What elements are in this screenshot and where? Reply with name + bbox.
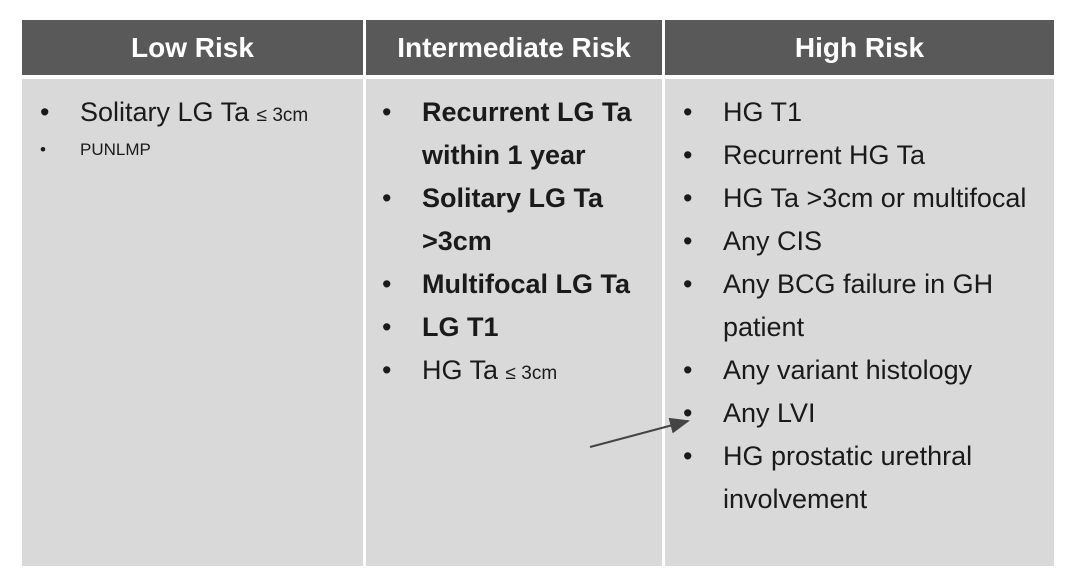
item-text: LG T1 xyxy=(422,312,499,342)
list-item: Recurrent LG Ta within 1 year xyxy=(382,91,662,177)
list-item: Multifocal LG Ta xyxy=(382,263,662,306)
item-list: HG T1 Recurrent HG Ta HG Ta >3cm or multif… xyxy=(683,91,1054,521)
item-text: Solitary LG Ta >3cm xyxy=(422,183,604,256)
item-text: Solitary LG Ta xyxy=(80,97,250,127)
item-text: Any BCG failure in GH patient xyxy=(723,269,994,342)
column-cell: Recurrent LG Ta within 1 year Solitary LG… xyxy=(366,79,662,566)
list-item: Recurrent HG Ta xyxy=(683,134,1054,177)
header-cell: Intermediate Risk xyxy=(366,20,662,75)
header-cell: High Risk xyxy=(665,20,1054,75)
item-text: HG T1 xyxy=(723,97,803,127)
list-item: Any variant histology xyxy=(683,349,1054,392)
column-cell: Solitary LG Ta ≤ 3cm PUNLMP xyxy=(22,79,363,566)
item-text: HG Ta xyxy=(422,355,499,385)
item-note: ≤ 3cm xyxy=(256,105,309,126)
list-item: Any LVI xyxy=(683,392,1054,435)
item-text: Recurrent HG Ta xyxy=(723,140,926,170)
column-cell: HG T1 Recurrent HG Ta HG Ta >3cm or multif… xyxy=(665,79,1054,566)
list-item: HG Ta >3cm or multifocal xyxy=(683,177,1054,220)
item-text: Multifocal LG Ta xyxy=(422,269,630,299)
item-text: Any variant histology xyxy=(723,355,973,385)
list-item: HG prostatic urethral involvement xyxy=(683,435,1054,521)
item-text: Any LVI xyxy=(723,398,816,428)
list-item: PUNLMP xyxy=(40,137,363,163)
list-item: Solitary LG Ta >3cm xyxy=(382,177,662,263)
list-item: Solitary LG Ta ≤ 3cm xyxy=(40,91,363,137)
item-note: ≤ 3cm xyxy=(505,363,558,384)
header-cell: Low Risk xyxy=(22,20,363,75)
list-item: HG Ta ≤ 3cm xyxy=(382,349,662,395)
item-list: Recurrent LG Ta within 1 year Solitary LG… xyxy=(382,91,662,395)
item-text: Recurrent LG Ta within 1 year xyxy=(422,97,632,170)
item-text: HG prostatic urethral involvement xyxy=(723,441,973,514)
list-item: HG T1 xyxy=(683,91,1054,134)
item-text: Any CIS xyxy=(723,226,823,256)
list-item: LG T1 xyxy=(382,306,662,349)
item-text: HG Ta >3cm or multifocal xyxy=(723,183,1027,213)
item-text: PUNLMP xyxy=(80,140,151,159)
list-item: Any CIS xyxy=(683,220,1054,263)
item-list: Solitary LG Ta ≤ 3cm PUNLMP xyxy=(40,91,363,163)
list-item: Any BCG failure in GH patient xyxy=(683,263,1054,349)
